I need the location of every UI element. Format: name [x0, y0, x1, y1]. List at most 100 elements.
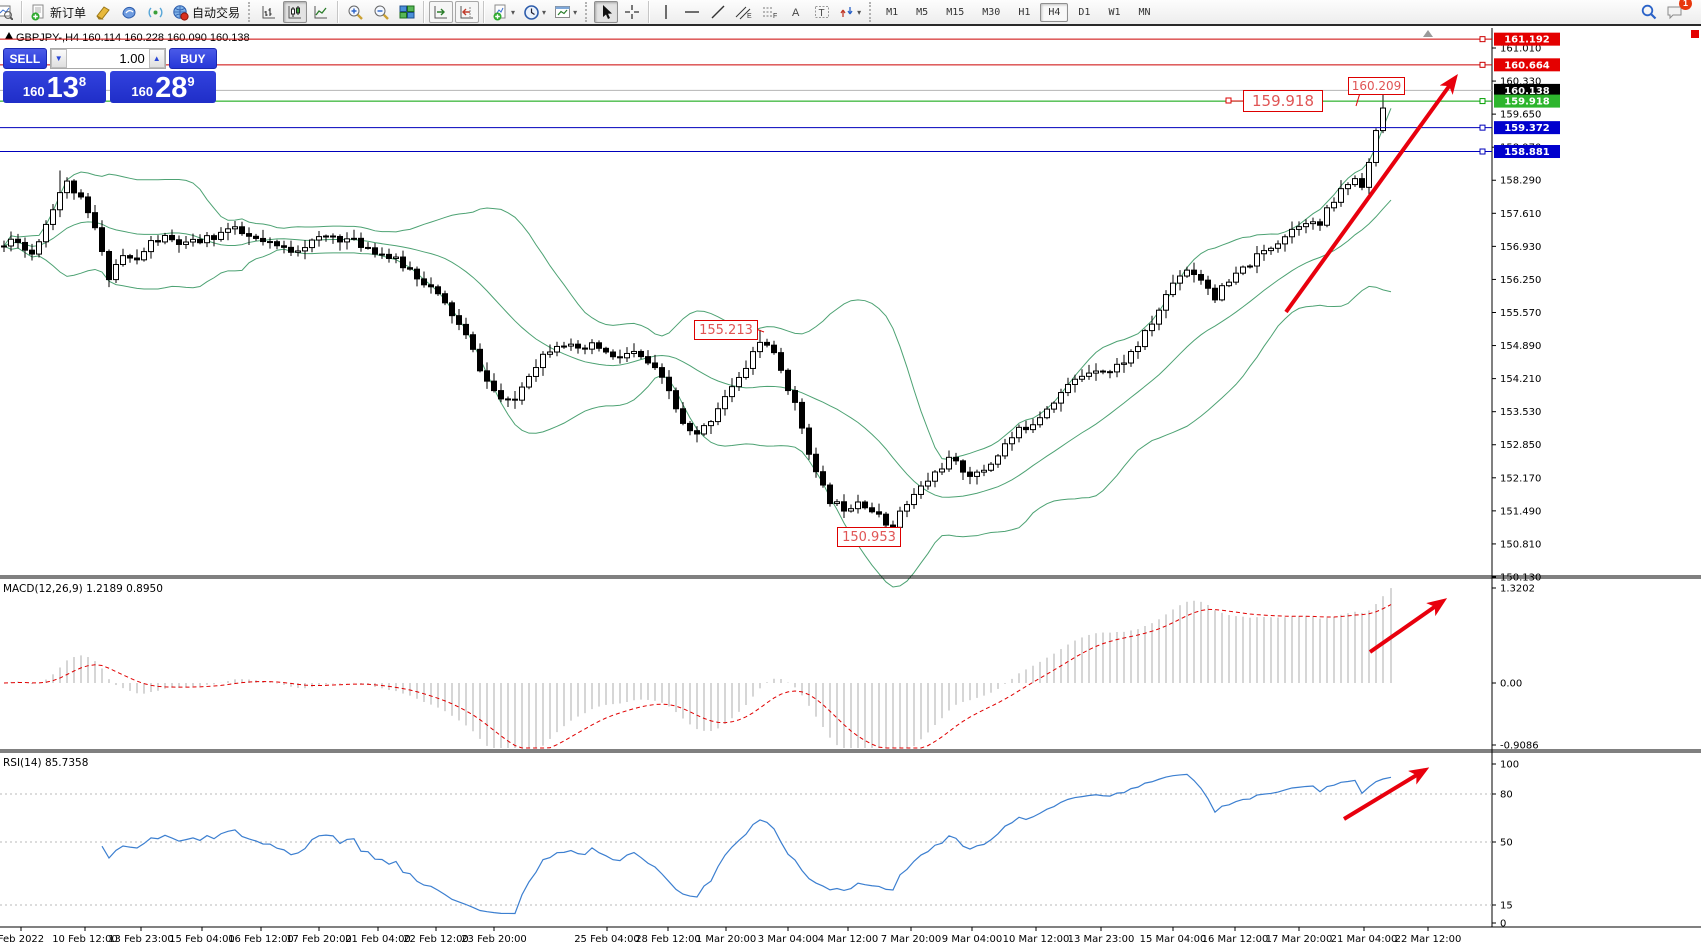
fibonacci-tool[interactable]: F: [758, 1, 782, 23]
sell-price-display[interactable]: 160 13 8: [3, 71, 106, 103]
periods-button[interactable]: ▾: [520, 1, 549, 23]
toolbar: 新订单 自动交易: [0, 0, 1701, 26]
timeframe-h4[interactable]: H4: [1040, 2, 1069, 22]
zoom-out-button[interactable]: [369, 1, 393, 23]
candle-body: [1114, 363, 1120, 373]
price-annotation[interactable]: 155.213: [694, 320, 758, 340]
cursor-tool-button[interactable]: [594, 1, 619, 23]
trend-arrow[interactable]: [1284, 73, 1458, 314]
price-annotation[interactable]: 150.953: [837, 527, 901, 547]
timeframe-d1[interactable]: D1: [1078, 6, 1091, 18]
macd-signal-line: [3, 604, 1392, 749]
symbol-direction-icon: [5, 32, 13, 39]
candle-body: [1275, 243, 1281, 249]
chart-canvas[interactable]: GBPJPY-,H4 160.114 160.228 160.090 160.1…: [0, 28, 1701, 950]
candle-body: [211, 235, 217, 240]
tile-windows-button[interactable]: [395, 1, 419, 23]
timeframe-m30[interactable]: M30: [982, 6, 1001, 18]
candle-body: [288, 246, 294, 253]
arrows-dropdown-icon[interactable]: ▾: [857, 7, 862, 17]
timeframe-h1[interactable]: H1: [1018, 6, 1031, 18]
timeframe-m1[interactable]: M1: [886, 6, 899, 18]
trend-arrow[interactable]: [1342, 767, 1430, 821]
horizontal-line-tool[interactable]: [680, 1, 704, 23]
rsi-label: RSI(14) 85.7358: [3, 757, 89, 769]
price-annotation[interactable]: 159.918: [1243, 90, 1323, 112]
candle-body: [645, 356, 651, 364]
crosshair-tool-button[interactable]: [620, 1, 644, 23]
buy-price-display[interactable]: 160 28 9: [110, 71, 216, 103]
text-label-tool[interactable]: T: [810, 1, 834, 23]
new-order-button[interactable]: 新订单: [27, 1, 89, 23]
candle-body: [582, 347, 588, 350]
candle-body: [820, 471, 826, 486]
indicators-dropdown-icon[interactable]: ▾: [511, 7, 516, 17]
candle-body: [750, 351, 756, 369]
cursor-icon: [602, 5, 612, 19]
indicators-icon: [493, 4, 506, 20]
level-handle[interactable]: [1479, 124, 1486, 131]
chart-window-icon[interactable]: [0, 1, 17, 23]
templates-dropdown-icon[interactable]: ▾: [573, 7, 578, 17]
trendline-tool[interactable]: [706, 1, 730, 23]
volume-stepper: ▼ ▲: [49, 48, 166, 69]
candle-body: [43, 223, 49, 243]
navigator-icon-button[interactable]: [117, 1, 141, 23]
candle-body: [848, 508, 854, 512]
level-handle[interactable]: [1479, 98, 1486, 105]
arrows-tool[interactable]: ▾: [836, 1, 864, 23]
candle-body: [330, 235, 336, 238]
level-handle[interactable]: [1479, 61, 1486, 68]
search-button[interactable]: [1637, 1, 1661, 23]
trend-arrow[interactable]: [1368, 598, 1448, 654]
candle-body: [708, 421, 714, 427]
auto-scroll-button[interactable]: [429, 1, 454, 23]
candle-body: [197, 238, 203, 244]
candle-body: [533, 367, 539, 377]
text-label-icon: T: [815, 6, 830, 19]
volume-decrease-button[interactable]: ▼: [50, 49, 67, 68]
chart-shift-marker[interactable]: [1423, 30, 1433, 37]
timeframe-m15[interactable]: M15: [946, 6, 965, 18]
notifications-button[interactable]: 1: [1663, 0, 1692, 23]
timeframe-w1[interactable]: W1: [1108, 6, 1121, 18]
candlestick-chart-button[interactable]: [283, 1, 308, 23]
candle-body: [967, 471, 973, 477]
sell-button[interactable]: SELL: [3, 48, 47, 69]
buy-button[interactable]: BUY: [168, 48, 217, 69]
level-handle[interactable]: [1479, 148, 1486, 155]
price-levels: 161.192160.664160.138159.918159.372158.8…: [0, 32, 1560, 159]
equidistant-channel-tool[interactable]: E: [732, 1, 756, 23]
candle-body: [99, 227, 105, 252]
level-handle[interactable]: [1479, 36, 1486, 43]
rsi-pane: 100 80 50 15 0: [0, 760, 1519, 930]
candle-body: [1338, 188, 1344, 203]
candle-body: [1198, 274, 1204, 281]
periods-dropdown-icon[interactable]: ▾: [542, 7, 547, 17]
text-tool[interactable]: A: [784, 1, 808, 23]
timeframe-mn[interactable]: MN: [1138, 6, 1151, 18]
terminal-icon-button[interactable]: [143, 1, 167, 23]
timeframe-toolbar: M1 M5 M15 M30 H1 H4 D1 W1 MN: [877, 2, 1159, 22]
auto-scroll-icon: [434, 6, 448, 19]
price-annotation[interactable]: 160.209: [1348, 77, 1405, 95]
volume-increase-button[interactable]: ▲: [148, 49, 165, 68]
templates-button[interactable]: ▾: [551, 1, 580, 23]
chart-shift-button[interactable]: [455, 1, 480, 23]
candle-body: [1303, 223, 1309, 228]
volume-input[interactable]: [66, 49, 149, 68]
candle-body: [540, 353, 546, 369]
quotes-icon-button[interactable]: [91, 1, 115, 23]
indicators-button[interactable]: ▾: [489, 1, 518, 23]
annotation-handle[interactable]: [1225, 97, 1232, 104]
line-chart-button[interactable]: [309, 1, 333, 23]
vertical-line-tool[interactable]: [654, 1, 678, 23]
bar-chart-button[interactable]: [257, 1, 281, 23]
autotrading-button[interactable]: 自动交易: [169, 1, 243, 23]
candle-body: [659, 367, 665, 378]
timeframe-m5[interactable]: M5: [916, 6, 929, 18]
price-badge-label: 161.192: [1504, 35, 1550, 46]
zoom-in-button[interactable]: [343, 1, 367, 23]
candle-body: [1142, 330, 1148, 348]
